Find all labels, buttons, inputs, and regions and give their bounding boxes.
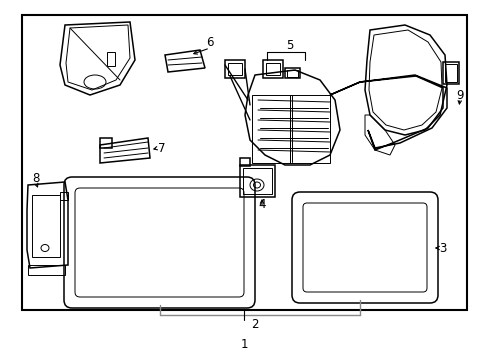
- Bar: [442, 62, 458, 84]
- Text: 7: 7: [158, 141, 165, 154]
- Bar: [251, 95, 289, 163]
- Text: 8: 8: [32, 171, 40, 185]
- Text: 9: 9: [455, 89, 463, 102]
- Bar: [107, 52, 115, 66]
- Text: 4: 4: [258, 198, 265, 211]
- Bar: [444, 64, 456, 82]
- Bar: [227, 63, 242, 75]
- Bar: [289, 95, 329, 163]
- Text: 5: 5: [286, 39, 293, 51]
- Bar: [286, 70, 297, 77]
- Text: 1: 1: [240, 338, 247, 351]
- Bar: [224, 60, 244, 78]
- Bar: [240, 158, 249, 166]
- Bar: [60, 192, 68, 200]
- Bar: [243, 168, 271, 194]
- Text: 2: 2: [251, 319, 258, 332]
- Bar: [265, 63, 280, 75]
- Bar: [285, 68, 299, 78]
- Bar: [263, 60, 283, 78]
- Text: 6: 6: [206, 36, 213, 49]
- Bar: [100, 138, 112, 148]
- Bar: [240, 165, 274, 197]
- Bar: [32, 195, 60, 257]
- Text: 3: 3: [438, 242, 446, 255]
- Bar: [22, 15, 466, 310]
